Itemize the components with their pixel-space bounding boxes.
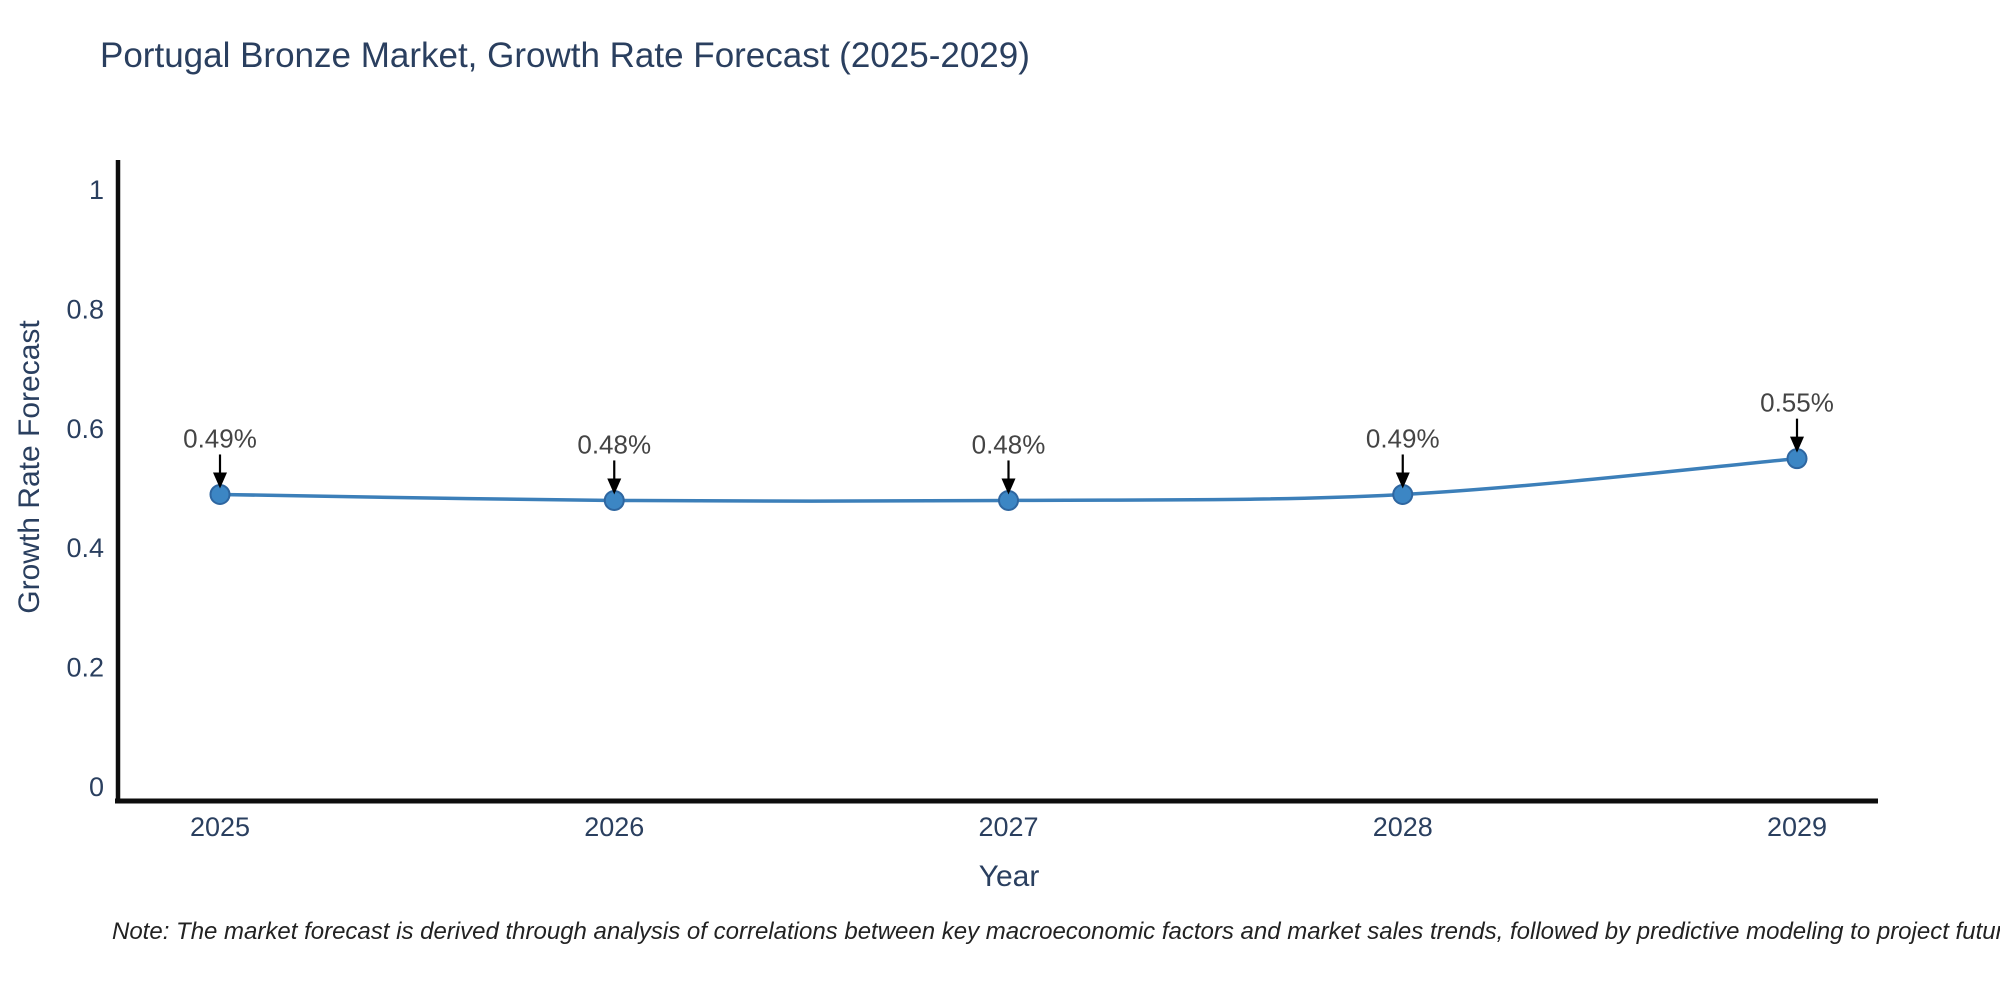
annotation-arrowhead bbox=[213, 472, 227, 489]
point-annotation: 0.55% bbox=[1760, 388, 1834, 418]
annotation-arrowhead bbox=[1395, 472, 1410, 489]
footnote: Note: The market forecast is derived thr… bbox=[112, 918, 2000, 945]
y-tick-label: 0.6 bbox=[66, 414, 104, 444]
point-annotation: 0.48% bbox=[577, 429, 651, 459]
x-tick-label: 2027 bbox=[978, 812, 1038, 842]
y-tick-label: 0.8 bbox=[66, 294, 104, 324]
x-axis-title: Year bbox=[978, 860, 1040, 893]
y-tick-label: 0.4 bbox=[66, 533, 104, 563]
point-annotation: 0.48% bbox=[972, 429, 1046, 459]
point-annotation: 0.49% bbox=[183, 423, 257, 453]
x-tick-label: 2025 bbox=[190, 812, 250, 842]
annotation-arrowhead bbox=[1001, 478, 1016, 495]
annotation-arrowhead bbox=[607, 478, 622, 495]
x-tick-label: 2028 bbox=[1373, 812, 1433, 842]
y-tick-label: 0 bbox=[89, 772, 104, 802]
annotation-arrowhead bbox=[1790, 436, 1804, 453]
chart-title: Portugal Bronze Market, Growth Rate Fore… bbox=[100, 36, 1030, 75]
y-tick-label: 1 bbox=[89, 175, 104, 205]
point-annotation: 0.49% bbox=[1366, 423, 1440, 453]
x-tick-label: 2026 bbox=[584, 812, 644, 842]
y-tick-label: 0.2 bbox=[66, 653, 104, 683]
x-tick-label: 2029 bbox=[1767, 812, 1827, 842]
